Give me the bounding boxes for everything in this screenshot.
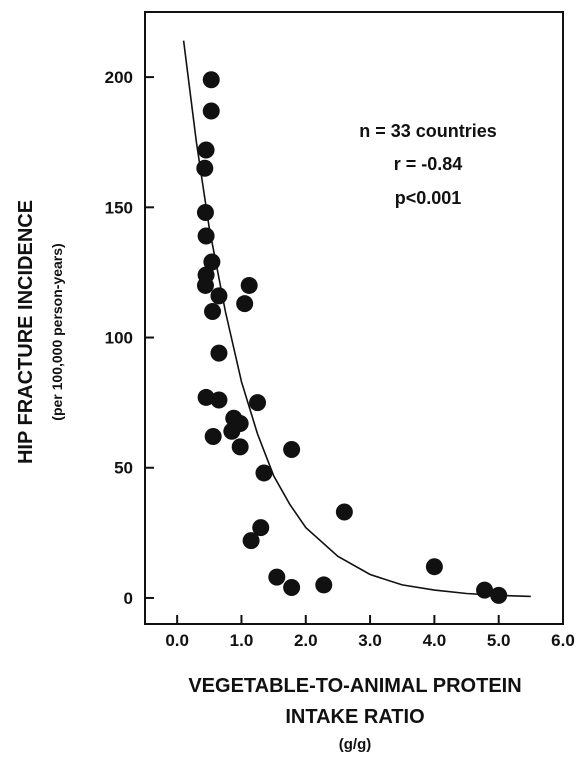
y-tick-label: 150 [105, 198, 133, 217]
x-tick-label: 2.0 [294, 631, 318, 650]
data-point [425, 558, 443, 576]
x-axis-ticks: 0.0 1.0 2.0 3.0 4.0 5.0 6.0 [165, 615, 575, 650]
fit-curve [182, 40, 531, 598]
annotation-n: n = 33 countries [359, 121, 497, 141]
data-point [202, 102, 220, 120]
data-point [196, 159, 214, 177]
data-point [196, 276, 214, 294]
plot-frame [144, 11, 564, 625]
data-point [249, 394, 267, 412]
data-point [283, 579, 301, 597]
data-point [204, 427, 222, 445]
y-tick-label: 0 [124, 589, 133, 608]
x-axis-label: VEGETABLE-TO-ANIMAL PROTEIN [188, 675, 521, 697]
data-point [197, 227, 215, 245]
y-axis-sublabel: (per 100,000 person-years) [49, 243, 65, 420]
data-point [231, 414, 249, 432]
y-axis-ticks: 0 50 100 150 200 [105, 68, 154, 608]
x-tick-label: 0.0 [165, 631, 189, 650]
data-point [315, 576, 333, 594]
data-point [197, 388, 215, 406]
x-tick-label: 3.0 [358, 631, 382, 650]
annotation-r: r = -0.84 [394, 154, 463, 174]
x-axis-label-line2: INTAKE RATIO [285, 706, 424, 728]
data-point [210, 391, 228, 409]
data-point [197, 141, 215, 159]
data-point [283, 441, 301, 459]
x-tick-label: 4.0 [423, 631, 447, 650]
y-tick-label: 200 [105, 68, 133, 87]
data-point [242, 532, 260, 550]
data-points [196, 71, 508, 604]
data-point [268, 568, 286, 586]
data-point [196, 204, 214, 222]
data-point [231, 438, 249, 456]
data-point [210, 344, 228, 362]
data-point [204, 302, 222, 320]
data-point [236, 295, 254, 313]
data-point [476, 581, 494, 599]
x-tick-label: 1.0 [230, 631, 254, 650]
x-tick-label: 5.0 [487, 631, 511, 650]
data-point [240, 276, 258, 294]
data-point [490, 586, 508, 604]
data-point [202, 71, 220, 89]
annotation-p: p<0.001 [395, 188, 462, 208]
x-tick-label: 6.0 [551, 631, 575, 650]
data-point [335, 503, 353, 521]
data-point [210, 287, 228, 305]
x-axis-units: (g/g) [339, 736, 371, 753]
y-axis-label: HIP FRACTURE INCIDENCE [15, 200, 37, 464]
data-point [203, 253, 221, 271]
data-point [255, 464, 273, 482]
y-tick-label: 50 [114, 459, 133, 478]
y-tick-label: 100 [105, 329, 133, 348]
data-point [252, 519, 270, 537]
